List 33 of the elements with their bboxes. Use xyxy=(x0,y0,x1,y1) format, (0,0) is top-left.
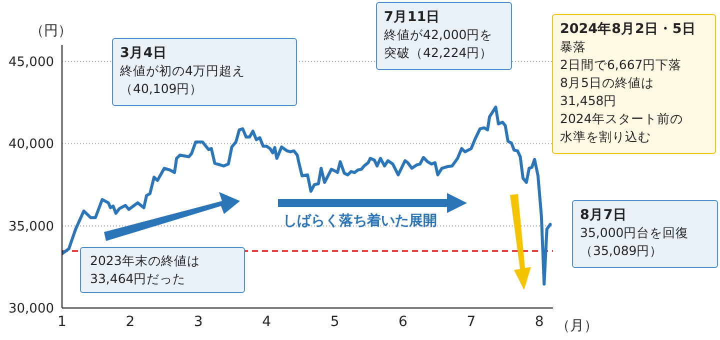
text: 終値が42,000円を xyxy=(384,26,493,44)
annotation: しばらく落ち着いた展開 xyxy=(283,212,437,230)
y-tick-label: 40,000 xyxy=(8,137,54,152)
annotation: （40,109円） xyxy=(120,80,203,98)
text: 8月7日 xyxy=(580,206,627,224)
x-tick-label: 7 xyxy=(466,314,476,330)
text: 8月5日の終値は xyxy=(560,74,654,92)
text: 31,458円 xyxy=(560,92,617,110)
x-axis-title: （月） xyxy=(556,317,598,335)
y-tick-label: 35,000 xyxy=(8,219,54,234)
text: 2024年スタート前の xyxy=(560,110,683,128)
text: 水準を割り込む xyxy=(560,128,651,146)
x-tick-label: 2 xyxy=(126,314,135,330)
y-axis-title: （円） xyxy=(30,22,72,40)
ref-line-label: 2023年末の終値は 33,464円だった xyxy=(90,252,200,288)
annotation: 突破（42,224円） xyxy=(384,44,493,62)
annotation: 3月4日 xyxy=(120,44,167,62)
text: 暴落 xyxy=(560,38,586,56)
x-tick-label: 4 xyxy=(262,314,272,330)
y-tick-label: 30,000 xyxy=(8,302,54,317)
text: （35,089円） xyxy=(580,242,663,260)
text: 7月11日 xyxy=(384,8,440,26)
text: 2024年8月2日・5日 xyxy=(560,20,696,38)
x-tick-label: 6 xyxy=(398,314,408,330)
x-tick-label: 3 xyxy=(194,314,203,330)
annotation: 終値が初の4万円超え xyxy=(120,62,245,80)
line-series xyxy=(62,106,552,286)
x-tick-label: 8 xyxy=(534,314,544,330)
text: 35,000円台を回復 xyxy=(580,224,689,242)
x-tick-label: 1 xyxy=(58,314,66,330)
x-tick-label: 5 xyxy=(330,314,340,330)
y-tick-label: 45,000 xyxy=(8,55,54,70)
text: 2日間で6,667円下落 xyxy=(560,56,682,74)
